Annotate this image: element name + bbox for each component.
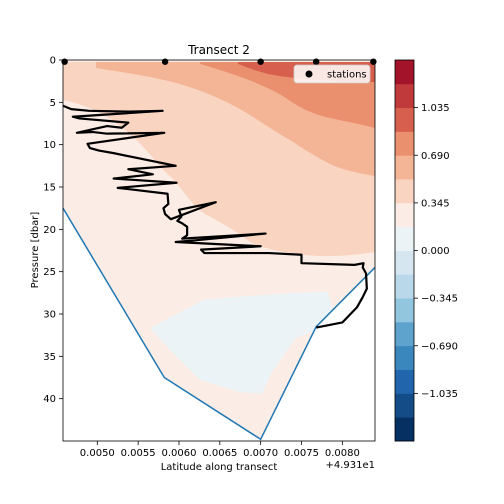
y-tick-label-0: 0 [50, 56, 56, 67]
legend-box [293, 64, 371, 84]
legend-stations-label: stations [327, 70, 367, 81]
station-marker-0 [61, 58, 68, 65]
y-tick-label-7: 35 [43, 352, 56, 363]
y-tick-label-6: 30 [43, 310, 56, 321]
x-tick-label-3: 0.0065 [202, 448, 237, 459]
legend: stations [293, 64, 371, 84]
colorbar-segment-2 [395, 369, 414, 394]
colorbar-tick-label-6: 1.035 [421, 103, 450, 114]
colorbar-segment-14 [395, 83, 414, 109]
field-band-0 [150, 292, 336, 394]
bathymetry-line [63, 207, 375, 441]
x-tick-label-1: 0.0055 [121, 448, 156, 459]
colorbar-tick-label-2: −0.345 [421, 294, 458, 305]
station-marker-3 [312, 58, 320, 65]
colorbar-tick-label-4: 0.345 [421, 198, 450, 209]
x-axis-offset-label: +4.931e1 [325, 460, 375, 471]
colorbar-tick-label-3: 0.000 [421, 246, 450, 257]
colorbar-segment-12 [395, 131, 414, 156]
colorbar-segment-10 [395, 179, 414, 204]
x-tick-label-6: 0.0080 [325, 448, 360, 459]
station-marker-2 [257, 58, 264, 65]
y-tick-label-1: 5 [50, 98, 56, 109]
y-tick-label-3: 15 [43, 183, 56, 194]
y-tick-label-2: 10 [43, 140, 56, 151]
colorbar-segment-15 [395, 60, 414, 85]
colorbar-segment-1 [395, 393, 414, 418]
y-tick-label-5: 25 [43, 267, 56, 278]
colorbar-tick-label-1: −0.690 [421, 341, 458, 352]
x-axis-label: Latitude along transect [161, 462, 278, 473]
x-tick-label-0: 0.0050 [80, 448, 115, 459]
contour-field [63, 60, 375, 440]
colorbar-segment-8 [395, 226, 414, 251]
colorbar-tick-label-5: 0.690 [421, 151, 450, 162]
plot-frame [62, 59, 376, 442]
colorbar-segment-9 [395, 202, 414, 228]
y-axis-label: Pressure [dbar] [30, 212, 41, 289]
station-marker-1 [161, 58, 169, 65]
station-marker-4 [370, 58, 377, 65]
x-tick-label-5: 0.0075 [284, 448, 319, 459]
x-axis-ticks: 0.0050 0.0055 0.0060 0.0065 0.0070 0.0075 0.00… [80, 441, 360, 459]
chart-title: Transect 2 [187, 43, 250, 57]
y-tick-label-4: 20 [43, 225, 56, 236]
colorbar-segment-6 [395, 274, 414, 299]
colorbar-segment-4 [395, 321, 414, 347]
x-tick-label-4: 0.0070 [243, 448, 278, 459]
profile-series [63, 104, 368, 329]
colorbar-tick-label-0: −1.035 [421, 389, 458, 400]
profile-line [63, 104, 368, 329]
colorbar-segment-5 [395, 298, 414, 323]
x-tick-label-2: 0.0060 [161, 448, 196, 459]
colorbar-segment-0 [395, 417, 414, 442]
bathymetry-series [63, 207, 375, 441]
colorbar: −1.035 −0.690 −0.345 0.000 0.345 0.690 1.035 [394, 59, 458, 442]
y-axis-ticks: 0 5 10 15 20 25 30 35 40 [43, 56, 63, 405]
y-tick-label-8: 40 [43, 394, 56, 405]
legend-stations-marker [305, 70, 313, 78]
colorbar-segment-11 [395, 155, 414, 180]
colorbar-segment-3 [395, 345, 414, 370]
colorbar-segment-13 [395, 107, 414, 132]
colorbar-segment-7 [395, 250, 414, 275]
